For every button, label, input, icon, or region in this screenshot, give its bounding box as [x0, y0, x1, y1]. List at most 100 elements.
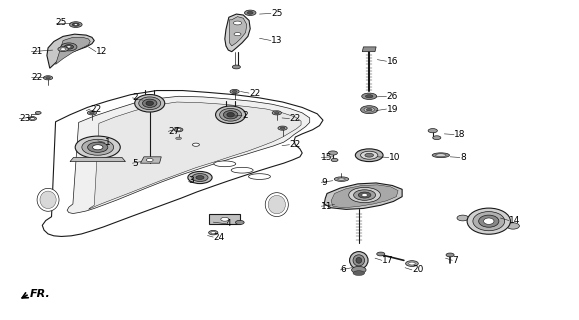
Ellipse shape: [214, 161, 236, 167]
Ellipse shape: [507, 223, 519, 229]
Ellipse shape: [338, 178, 345, 180]
Text: 25: 25: [56, 19, 67, 28]
Polygon shape: [362, 47, 376, 52]
Polygon shape: [89, 102, 301, 209]
Text: 4: 4: [226, 219, 232, 228]
Ellipse shape: [58, 47, 68, 52]
Text: 19: 19: [387, 105, 398, 114]
Ellipse shape: [188, 172, 212, 184]
Text: 22: 22: [31, 73, 43, 82]
Ellipse shape: [174, 128, 183, 132]
Ellipse shape: [367, 108, 372, 111]
Ellipse shape: [331, 158, 338, 162]
Text: 11: 11: [321, 202, 333, 211]
Ellipse shape: [139, 97, 161, 110]
Ellipse shape: [353, 271, 365, 276]
Text: FR.: FR.: [30, 289, 50, 299]
Ellipse shape: [37, 188, 59, 211]
Ellipse shape: [457, 215, 468, 221]
Ellipse shape: [406, 261, 418, 267]
Polygon shape: [225, 14, 250, 52]
Ellipse shape: [227, 113, 234, 117]
Ellipse shape: [231, 167, 253, 173]
Ellipse shape: [248, 174, 270, 180]
Text: 9: 9: [321, 178, 327, 187]
Ellipse shape: [61, 43, 77, 51]
Text: 3: 3: [188, 176, 194, 185]
Text: 22: 22: [290, 140, 301, 149]
Ellipse shape: [35, 111, 41, 114]
Text: 22: 22: [90, 105, 101, 114]
Polygon shape: [47, 34, 94, 68]
Ellipse shape: [31, 118, 35, 120]
Text: 2: 2: [133, 93, 138, 102]
Ellipse shape: [60, 48, 65, 50]
Ellipse shape: [230, 89, 239, 93]
Ellipse shape: [351, 267, 366, 273]
Ellipse shape: [64, 45, 74, 49]
Ellipse shape: [74, 24, 78, 25]
Ellipse shape: [409, 262, 415, 265]
Ellipse shape: [146, 158, 153, 162]
Ellipse shape: [192, 143, 199, 146]
Ellipse shape: [361, 151, 378, 159]
Ellipse shape: [43, 76, 53, 80]
Ellipse shape: [232, 90, 237, 92]
Text: 8: 8: [460, 153, 466, 162]
Ellipse shape: [432, 153, 449, 158]
Ellipse shape: [483, 218, 494, 224]
Text: 27: 27: [168, 127, 179, 136]
Ellipse shape: [356, 149, 383, 162]
Text: 12: 12: [96, 47, 107, 56]
Text: 5: 5: [133, 159, 138, 168]
Text: 10: 10: [389, 153, 400, 162]
Ellipse shape: [428, 129, 437, 133]
Ellipse shape: [208, 230, 218, 235]
Ellipse shape: [236, 220, 244, 225]
Text: 24: 24: [213, 233, 225, 242]
Ellipse shape: [362, 93, 377, 100]
Text: 13: 13: [271, 36, 283, 45]
Ellipse shape: [234, 33, 241, 36]
Ellipse shape: [377, 252, 385, 256]
Text: 1: 1: [105, 138, 111, 147]
Ellipse shape: [365, 95, 373, 98]
Ellipse shape: [353, 255, 365, 266]
Ellipse shape: [247, 12, 253, 14]
Ellipse shape: [479, 215, 499, 227]
Ellipse shape: [272, 111, 281, 115]
Ellipse shape: [328, 151, 338, 155]
Ellipse shape: [192, 173, 208, 181]
Ellipse shape: [176, 129, 181, 131]
Text: 22: 22: [290, 114, 301, 123]
Polygon shape: [141, 157, 162, 163]
Ellipse shape: [223, 111, 238, 119]
Text: 2: 2: [242, 111, 248, 120]
Polygon shape: [229, 17, 247, 46]
Text: 20: 20: [412, 265, 423, 275]
Ellipse shape: [265, 193, 288, 217]
Ellipse shape: [334, 177, 349, 181]
Text: 17: 17: [382, 256, 393, 265]
Ellipse shape: [274, 112, 279, 114]
Ellipse shape: [135, 94, 165, 112]
Polygon shape: [42, 91, 323, 236]
Polygon shape: [67, 96, 310, 213]
Text: 15: 15: [321, 153, 333, 162]
Polygon shape: [56, 37, 90, 64]
Ellipse shape: [354, 190, 376, 200]
Ellipse shape: [365, 153, 373, 157]
Text: 16: 16: [387, 57, 398, 66]
Ellipse shape: [278, 126, 287, 130]
Polygon shape: [70, 157, 126, 162]
Ellipse shape: [93, 145, 103, 150]
Ellipse shape: [361, 106, 378, 114]
Ellipse shape: [356, 258, 362, 263]
Text: 14: 14: [509, 216, 521, 225]
Ellipse shape: [215, 106, 245, 124]
Bar: [208, 214, 240, 224]
Ellipse shape: [142, 99, 157, 108]
Ellipse shape: [175, 137, 181, 140]
Text: 7: 7: [452, 256, 458, 265]
Text: 22: 22: [249, 89, 261, 98]
